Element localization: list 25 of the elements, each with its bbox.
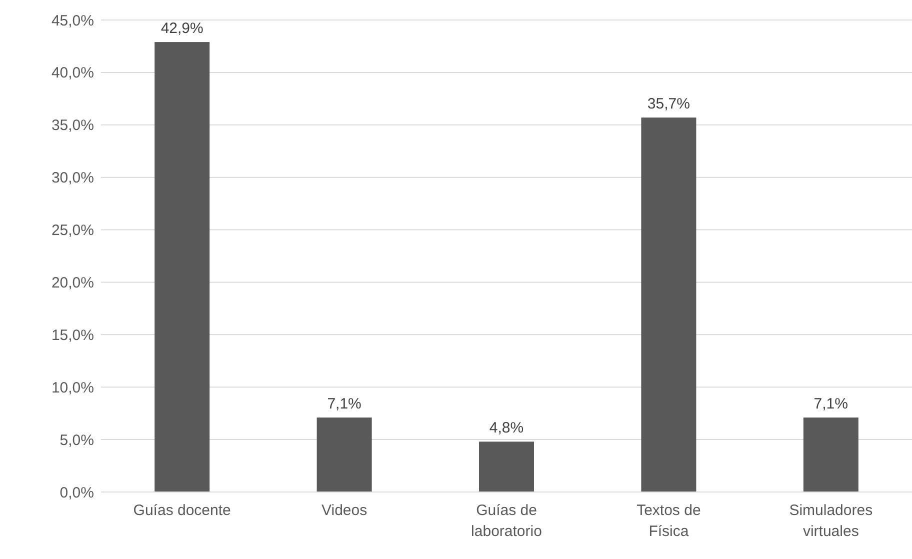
x-tick-label: Videos (322, 502, 368, 519)
bar (316, 418, 372, 492)
y-tick-label: 10,0% (51, 379, 94, 396)
x-tick-label: Guías de laboratorio (471, 502, 542, 540)
y-tick-label: 35,0% (51, 117, 94, 134)
x-tick-label: Textos de Física (636, 502, 701, 540)
y-tick-label: 30,0% (51, 170, 94, 187)
y-tick-label: 5,0% (60, 432, 94, 449)
bar (803, 418, 858, 492)
data-label: 35,7% (647, 96, 690, 113)
x-tick-label: Simuladores virtuales (789, 502, 873, 540)
data-label: 7,1% (327, 396, 362, 413)
y-tick-label: 45,0% (51, 12, 94, 30)
y-tick-label: 0,0% (60, 484, 94, 502)
data-label: 4,8% (489, 420, 524, 437)
y-tick-label: 15,0% (51, 326, 94, 344)
bar (641, 118, 696, 492)
y-tick-label: 40,0% (51, 64, 94, 82)
y-tick-label: 25,0% (51, 222, 94, 240)
data-label: 7,1% (814, 396, 848, 413)
bar (479, 442, 534, 492)
y-tick-label: 20,0% (51, 274, 94, 292)
x-tick-label: Guías docente (133, 502, 231, 519)
data-label: 42,9% (160, 20, 204, 38)
bar (154, 42, 210, 492)
